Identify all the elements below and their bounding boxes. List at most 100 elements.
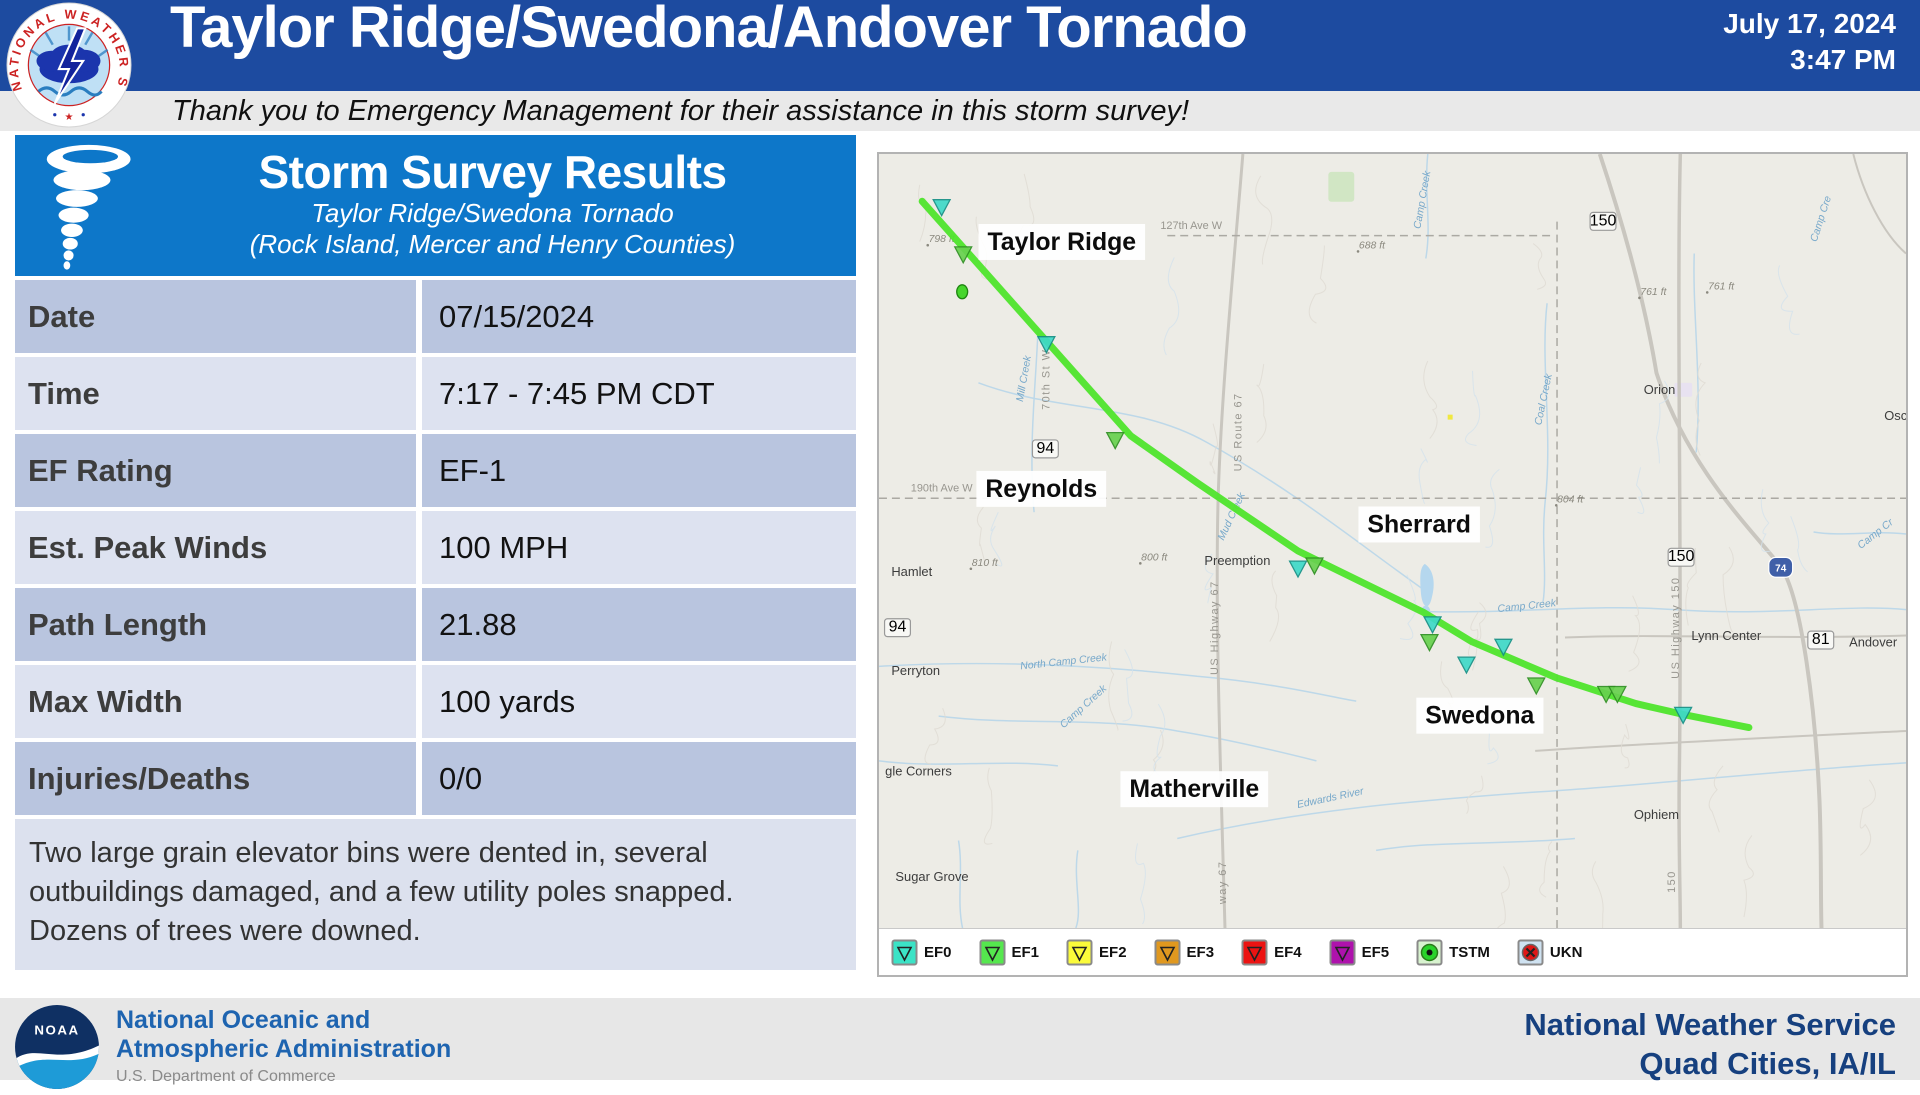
storm-survey-panel: Storm Survey Results Taylor Ridge/Swedon… (15, 135, 856, 970)
map-elevation-label: 800 ft (1141, 552, 1168, 563)
legend-item-ukn: UKN (1517, 939, 1583, 966)
office-line1: National Weather Service (1524, 1007, 1896, 1042)
map-place-label: Sugar Grove (895, 869, 968, 884)
map-place-label: Hamlet (891, 564, 932, 579)
map-road-label: way 67 (1217, 861, 1229, 906)
damage-marker-ef1-icon (1105, 431, 1125, 450)
tornado-track-map-panel: Mill Creek Camp Creek Coal Creek Camp Creek… (877, 152, 1908, 977)
map-town-label: Matherville (1129, 775, 1259, 803)
us-route-shield-icon: 94 (1031, 439, 1059, 459)
map-road-label: 150 (1666, 870, 1678, 893)
damage-marker-ef0-icon (1456, 656, 1476, 675)
legend-tstm-icon (1416, 939, 1443, 965)
map-town-label-bg (978, 223, 1146, 260)
map-creek-label: Coal Creek (1533, 372, 1555, 426)
survey-panel-titles: Storm Survey Results Taylor Ridge/Swedon… (143, 145, 842, 261)
survey-row-label: Est. Peak Winds (15, 511, 416, 584)
map-place-label: Andover (1849, 634, 1898, 649)
legend-ef5-icon (1329, 939, 1356, 965)
page-title: Taylor Ridge/Swedona/Andover Tornado (170, 0, 1248, 60)
map-creek-label: North Camp Creek (1020, 652, 1108, 672)
noaa-logo: NOAA (14, 1004, 100, 1090)
map-town-label: Swedona (1425, 702, 1534, 730)
legend-label: EF5 (1361, 943, 1390, 961)
damage-marker-ef0-icon (1036, 336, 1056, 354)
legend-item-ef5: EF5 (1329, 939, 1390, 966)
map-basemap-decor (879, 154, 1906, 928)
map-creek-label: Edwards River (1296, 786, 1365, 811)
legend-ef4-icon (1241, 939, 1268, 965)
survey-row-value: 0/0 (422, 742, 856, 815)
office-name: National Weather Service Quad Cities, IA… (1524, 1006, 1896, 1084)
survey-row-value: 100 MPH (422, 511, 856, 584)
interstate-shield-icon: 74 (1768, 556, 1794, 578)
legend-label: EF2 (1099, 943, 1127, 961)
tornado-icon (46, 144, 131, 270)
damage-marker-ef0-icon (932, 199, 952, 217)
thank-you-banner: Thank you to Emergency Management for th… (0, 91, 1920, 131)
svg-text:94: 94 (1037, 440, 1055, 457)
survey-row: Date 07/15/2024 (15, 280, 856, 353)
map-road-label: US Highway 150 (1670, 577, 1682, 679)
map-elevation-label: 798 ft (929, 234, 956, 245)
department-name: U.S. Department of Commerce (116, 1068, 336, 1085)
survey-row: EF Rating EF-1 (15, 434, 856, 507)
svg-text:74: 74 (1775, 563, 1787, 574)
survey-title: Storm Survey Results (258, 145, 727, 198)
legend-label: EF0 (924, 943, 952, 961)
agency-line2: Atmospheric Administration (116, 1035, 452, 1063)
tornado-track-map: Mill Creek Camp Creek Coal Creek Camp Creek… (879, 154, 1906, 928)
survey-row: Time 7:17 - 7:45 PM CDT (15, 357, 856, 430)
damage-marker-ef1-icon (953, 246, 973, 265)
damage-marker-ef1-icon (1596, 685, 1616, 704)
survey-row-label: Path Length (15, 588, 416, 661)
damage-marker-ef1-icon (1304, 557, 1324, 576)
map-road-label: US Highway 67 (1209, 580, 1221, 675)
legend-label: EF1 (1011, 943, 1040, 961)
survey-table: Date 07/15/2024 Time 7:17 - 7:45 PM CDT EF R… (15, 280, 856, 815)
noaa-seal-icon: NOAA (15, 1005, 99, 1089)
map-road-label: US Route 67 (1233, 392, 1245, 471)
damage-marker-ef1-icon (1607, 685, 1627, 704)
map-creek-label: Mill Creek (1015, 354, 1034, 402)
legend-ukn-icon (1517, 939, 1544, 965)
legend-item-ef3: EF3 (1154, 939, 1214, 966)
agency-name: National Oceanic and Atmospheric Adminis… (116, 1006, 451, 1087)
legend-ef3-icon (1154, 939, 1181, 965)
legend-item-ef0: EF0 (891, 939, 952, 966)
survey-row-label: Injuries/Deaths (15, 742, 416, 815)
survey-row-value: 7:17 - 7:45 PM CDT (422, 357, 856, 430)
us-route-shield-icon: 150 (1589, 211, 1617, 231)
survey-description: Two large grain elevator bins were dente… (15, 819, 856, 970)
issued-time: 3:47 PM (1790, 43, 1896, 75)
legend-label: TSTM (1449, 943, 1490, 961)
us-route-shield-icon: 150 (1667, 547, 1695, 567)
legend-item-ef1: EF1 (979, 939, 1040, 966)
svg-text:150: 150 (1590, 212, 1617, 229)
map-town-label-bg (976, 470, 1107, 507)
legend-label: UKN (1549, 943, 1583, 961)
damage-marker-ef0-icon (1423, 616, 1443, 635)
noaa-label: NOAA (34, 1023, 79, 1038)
damage-marker-ef1-icon (1419, 634, 1439, 652)
survey-row-label: Time (15, 357, 416, 430)
damage-marker-ef1-icon (1526, 677, 1546, 696)
map-creek-label: Camp Cr (1856, 517, 1896, 552)
legend-ef2-icon (1066, 939, 1093, 965)
footer-bar: NOAA National Oceanic and Atmospheric Ad… (0, 998, 1920, 1089)
map-legend: EF0 EF1 EF2 EF3 EF4 EF5 TSTM UKN (879, 928, 1906, 975)
survey-counties: (Rock Island, Mercer and Henry Counties) (249, 229, 736, 260)
survey-row-value: 21.88 (422, 588, 856, 661)
map-town-label: Taylor Ridge (987, 228, 1136, 256)
svg-text:81: 81 (1812, 631, 1830, 648)
tstm-marker-icon (956, 284, 969, 300)
survey-row: Path Length 21.88 (15, 588, 856, 661)
map-avenue-label: 190th Ave W (911, 482, 973, 494)
survey-row-label: EF Rating (15, 434, 416, 507)
survey-row-label: Max Width (15, 665, 416, 738)
map-elevation-label: 761 ft (1640, 287, 1667, 298)
map-place-label: Perryton (891, 663, 940, 678)
survey-row-label: Date (15, 280, 416, 353)
svg-text:150: 150 (1668, 548, 1695, 565)
legend-item-tstm: TSTM (1416, 939, 1490, 966)
